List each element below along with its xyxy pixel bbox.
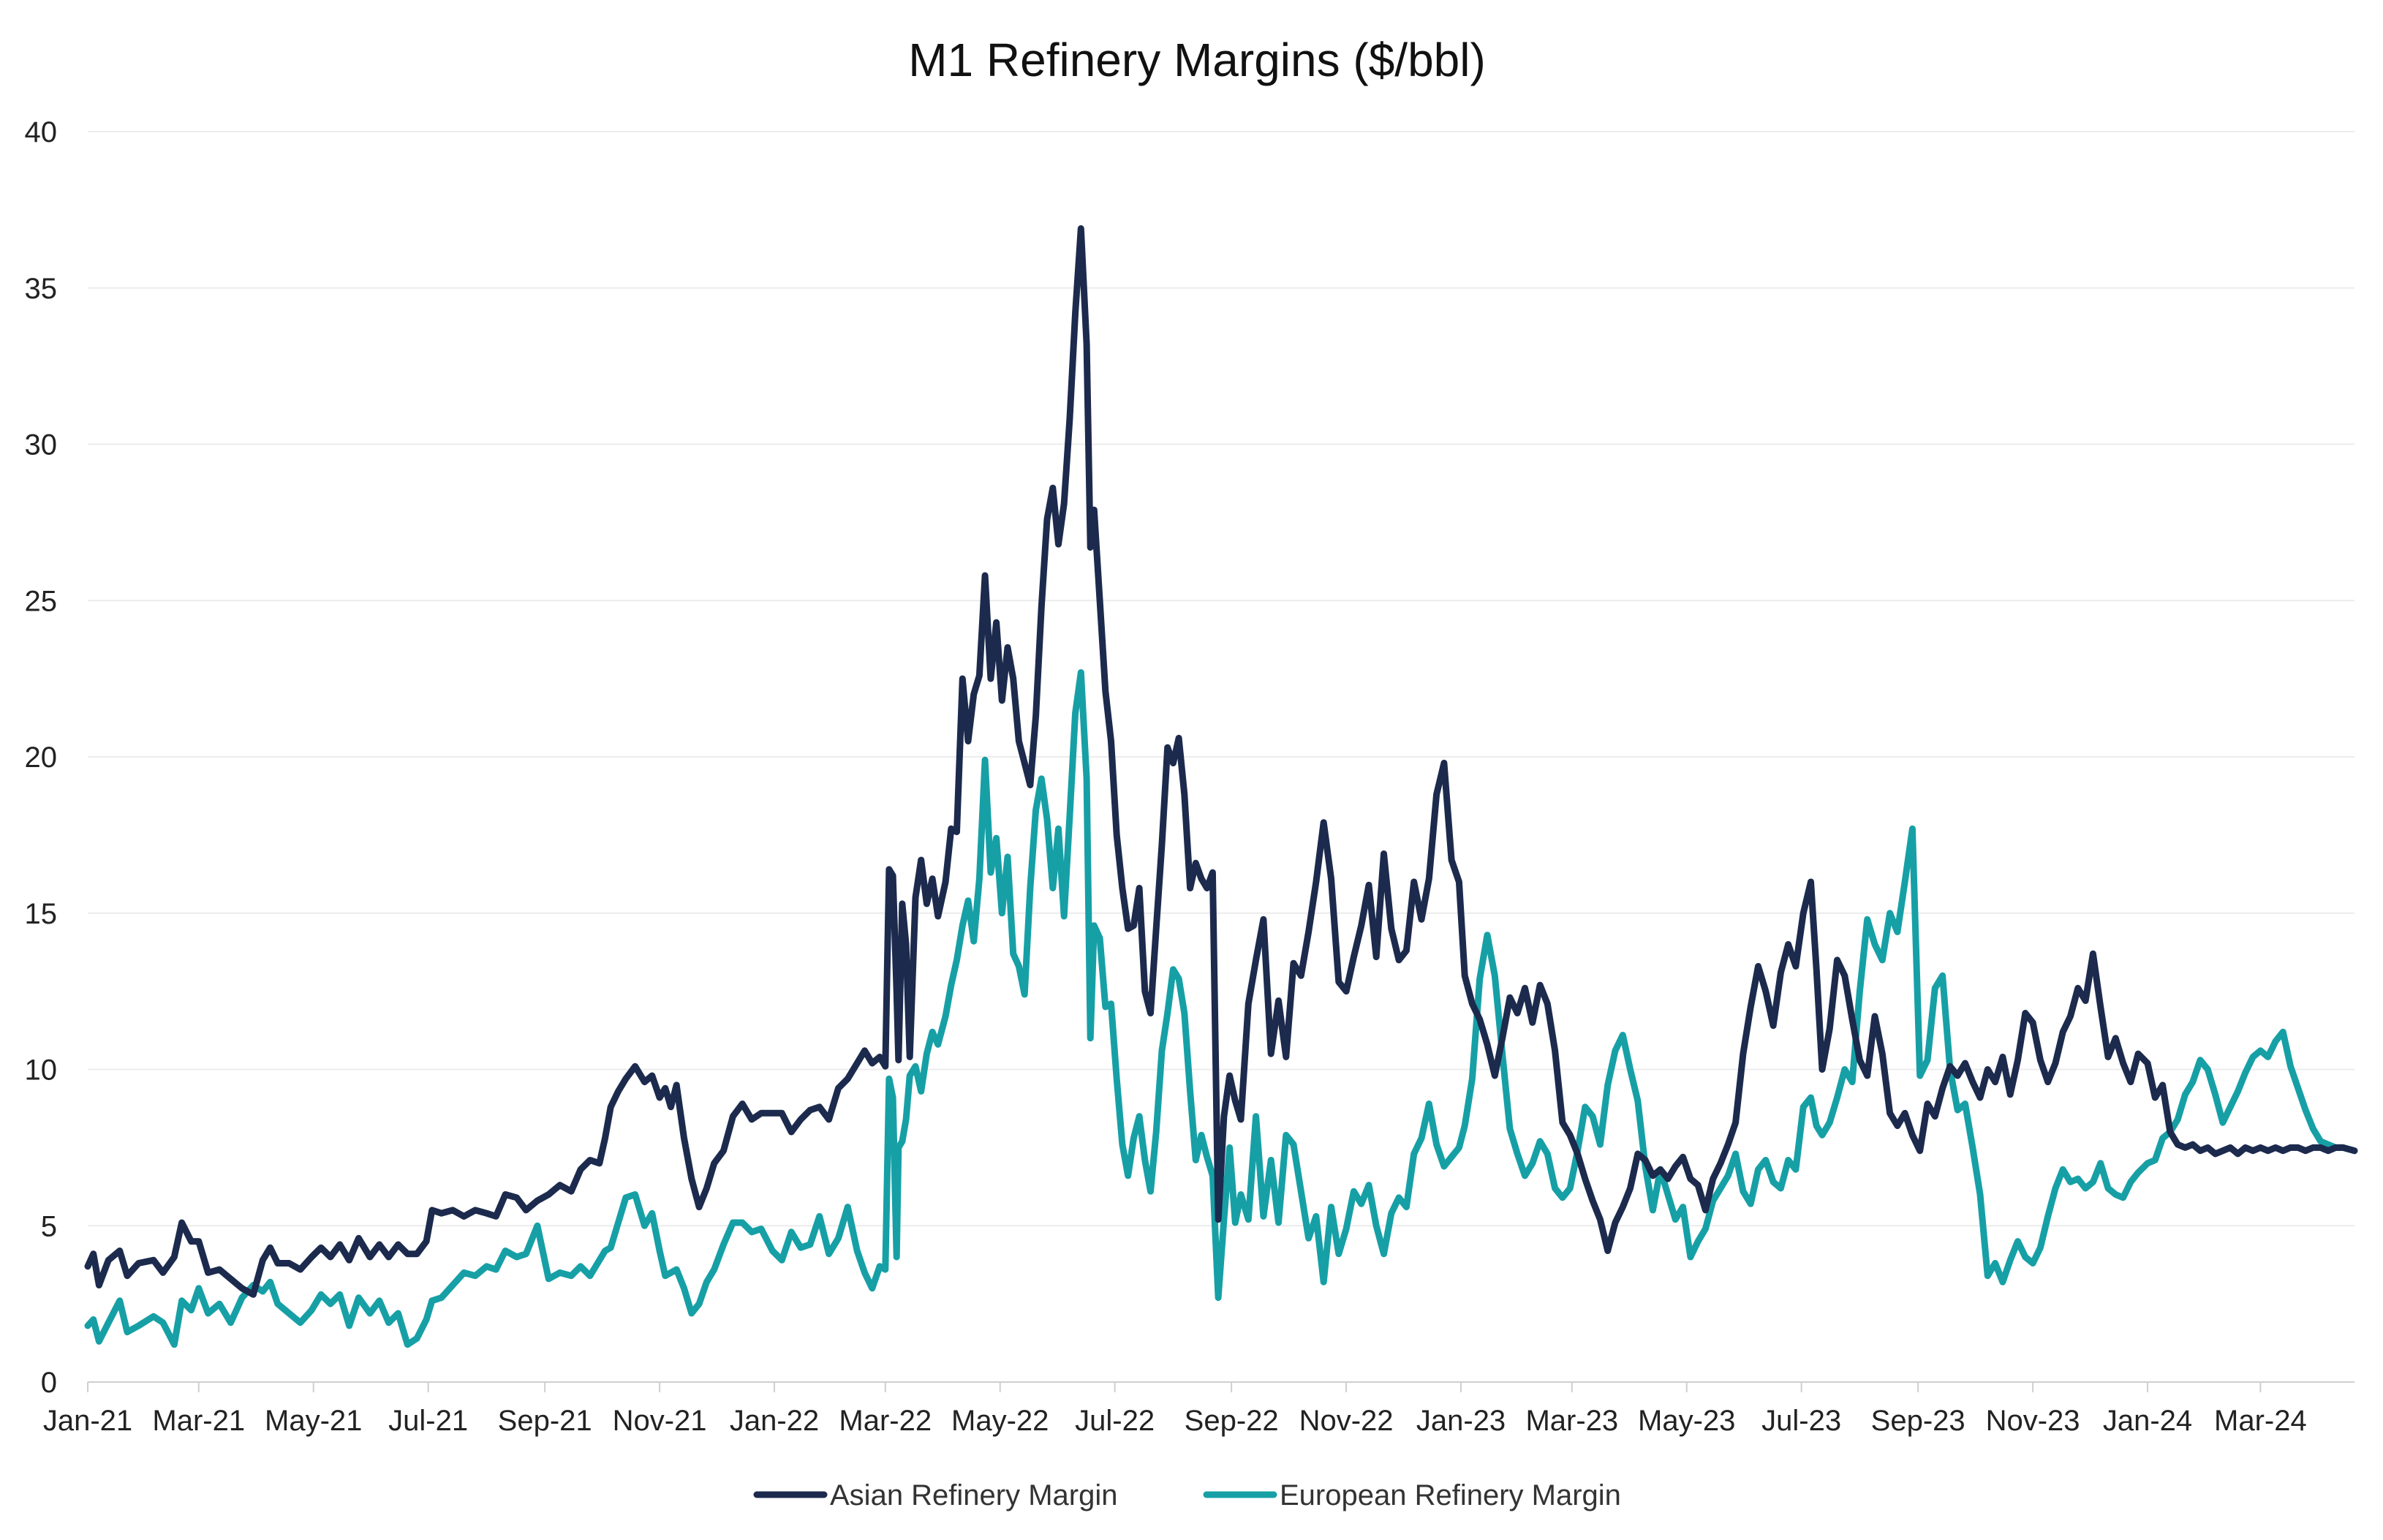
x-tick-label: Jan-22	[730, 1405, 819, 1437]
y-tick-label: 25	[25, 585, 58, 617]
x-tick-label: Mar-23	[1525, 1405, 1618, 1437]
x-tick-label: Mar-21	[152, 1405, 245, 1437]
x-tick-label: Nov-22	[1299, 1405, 1394, 1437]
y-axis: 0 5 10 15 20 25 30 35 40	[25, 116, 58, 1399]
y-tick-label: 30	[25, 429, 58, 461]
legend-label-asian-refinery-margin: Asian Refinery Margin	[830, 1479, 1118, 1511]
x-tick-label: Jul-23	[1761, 1405, 1841, 1437]
x-tick-label: Nov-23	[1986, 1405, 2080, 1437]
x-tick-label: Mar-24	[2214, 1405, 2307, 1437]
x-tick-label: Jan-24	[2103, 1405, 2192, 1437]
x-tick-label: May-21	[265, 1405, 362, 1437]
x-tick-label: Mar-22	[839, 1405, 932, 1437]
x-axis: Jan-21 Mar-21 May-21 Jul-21 Sep-21 Nov-21 Jan-…	[43, 1381, 2354, 1437]
x-tick-label: May-23	[1638, 1405, 1735, 1437]
y-tick-label: 40	[25, 116, 58, 148]
x-tick-label: Sep-22	[1185, 1405, 1279, 1437]
x-tick-label: Jul-21	[388, 1405, 468, 1437]
x-tick-label: Sep-21	[498, 1405, 592, 1437]
european-refinery-marginline	[84, 669, 2358, 1348]
y-tick-label: 0	[41, 1367, 57, 1399]
y-tick-label: 15	[25, 898, 58, 930]
x-tick-label: Nov-21	[613, 1405, 707, 1437]
x-tick-label: May-22	[951, 1405, 1049, 1437]
legend-label-european-refinery-margin: European Refinery Margin	[1280, 1479, 1621, 1511]
x-tick-label: Jan-23	[1416, 1405, 1506, 1437]
legend: Asian Refinery Margin European Refinery M…	[753, 1479, 1621, 1511]
x-tick-label: Sep-23	[1871, 1405, 1965, 1437]
y-tick-label: 20	[25, 741, 58, 774]
y-tick-label: 5	[41, 1210, 57, 1242]
chart-title: M1 Refinery Margins ($/bbl)	[908, 34, 1486, 86]
x-tick-label: Jul-22	[1075, 1405, 1155, 1437]
series-lines	[84, 225, 2358, 1348]
gridlines	[88, 131, 2354, 1227]
y-tick-label: 35	[25, 273, 58, 305]
asian-refinery-marginline	[84, 225, 2358, 1298]
y-tick-label: 10	[25, 1054, 58, 1087]
x-tick-label: Jan-21	[43, 1405, 132, 1437]
